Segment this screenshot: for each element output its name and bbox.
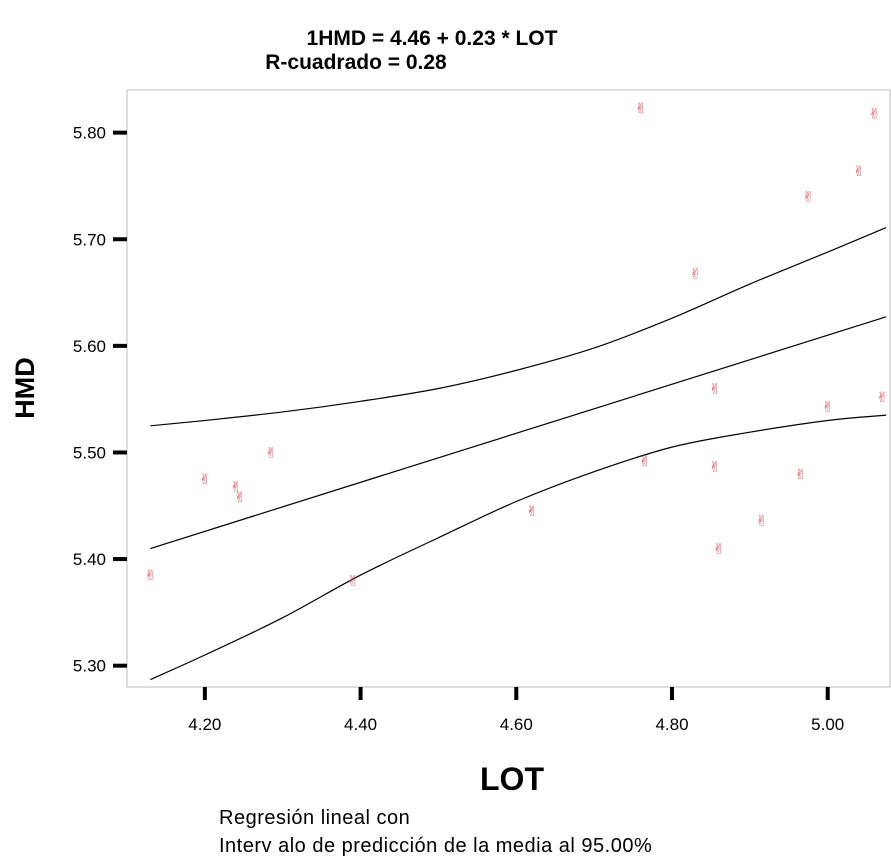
data-point: ✌ [526, 504, 538, 520]
data-point: ✌ [709, 459, 721, 475]
y-axis: 5.30 5.40 5.50 5.60 5.70 5.80 [73, 124, 127, 676]
x-tick-label: 4.80 [655, 715, 688, 734]
x-axis-title: LOT [480, 761, 544, 797]
y-tick-label: 5.60 [73, 337, 106, 356]
data-point: ✌ [853, 164, 865, 180]
data-point: ✌ [230, 480, 242, 496]
data-point: ✌ [709, 382, 721, 398]
y-tick-label: 5.50 [73, 443, 106, 462]
footer-line-2: Interv alo de predicción de la media al … [219, 835, 652, 857]
y-tick-label: 5.30 [73, 657, 106, 676]
data-point: ✌ [234, 490, 246, 506]
x-tick-label: 4.60 [500, 715, 533, 734]
regression-line [150, 316, 887, 550]
plot-area [126, 89, 891, 688]
data-point: ✌ [822, 400, 834, 416]
y-tick-label: 5.80 [73, 124, 106, 143]
data-point: ✌ [347, 573, 359, 589]
data-point: ✌ [144, 568, 156, 584]
y-axis-title: HMD [10, 357, 40, 419]
data-point: ✌ [689, 266, 701, 282]
footer-line-1: Regresión lineal con [219, 807, 410, 829]
data-points: ✌✌ ✌✌✌✌✌✌✌✌✌✌✌✌✌✌✌✌✌✌ [144, 101, 888, 589]
x-tick-label: 4.20 [188, 715, 221, 734]
x-tick-label: 5.00 [811, 715, 844, 734]
data-point: ✌ [802, 190, 814, 206]
data-point: ✌ [265, 445, 277, 461]
chart-title: 1HMD = 4.46 + 0.23 * LOT [307, 27, 558, 50]
chart-subtitle: R-cuadrado = 0.28 [265, 51, 447, 74]
regression-lines [150, 226, 887, 681]
data-point: ✌ [199, 472, 211, 488]
y-tick-label: 5.70 [73, 230, 106, 249]
data-point: ✌ [795, 467, 807, 483]
data-point: ✌ [756, 514, 768, 530]
y-tick-label: 5.40 [73, 550, 106, 569]
data-point: ✌ [639, 454, 651, 470]
data-point: ✌ [713, 541, 725, 557]
lower-confidence-line [150, 414, 887, 681]
x-tick-label: 4.40 [344, 715, 377, 734]
x-axis: 4.20 4.40 4.60 4.80 5.00 [188, 687, 844, 734]
data-point: ✌ [869, 106, 881, 122]
data-point: ✌ [876, 390, 888, 406]
upper-confidence-line [150, 226, 887, 427]
data-point: ✌ [635, 101, 647, 117]
